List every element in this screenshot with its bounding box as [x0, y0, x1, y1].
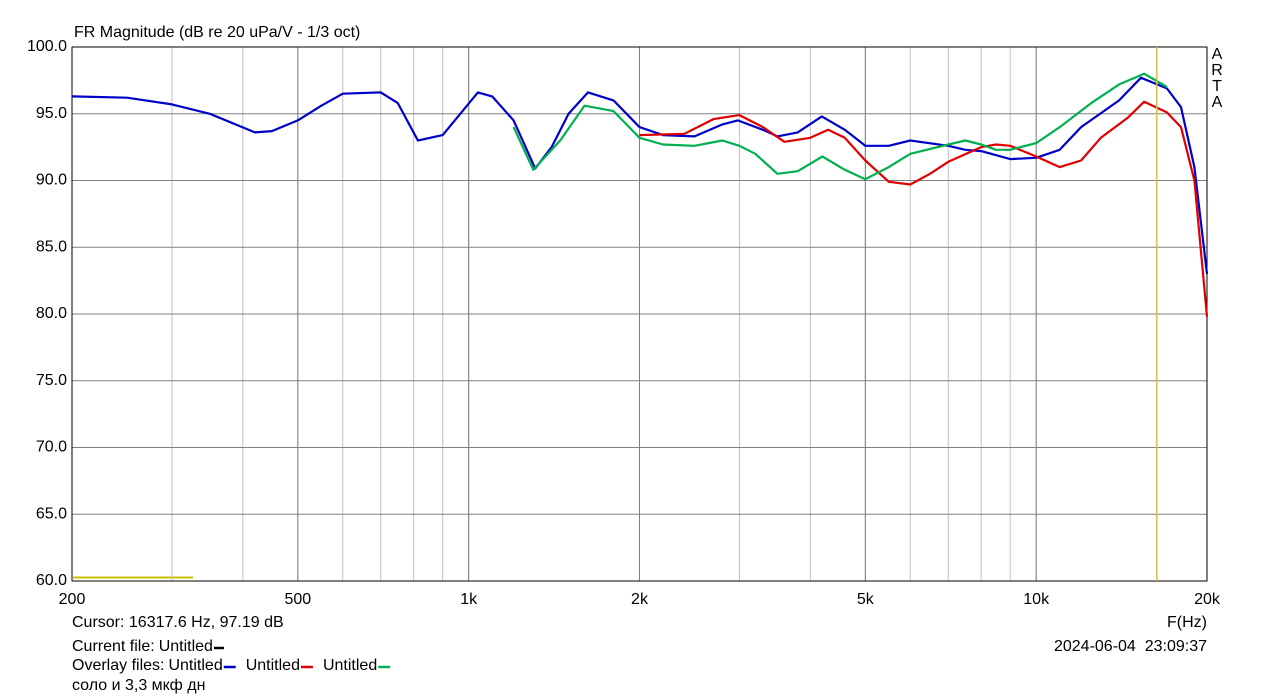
y-tick-label: 90.0: [36, 172, 67, 189]
x-tick-label: 5k: [857, 591, 875, 608]
y-tick-label: 80.0: [36, 305, 67, 322]
x-tick-label: 200: [59, 591, 86, 608]
x-tick-label: 10k: [1023, 591, 1050, 608]
legend-label: Untitled: [246, 657, 300, 674]
legend-label: Untitled: [168, 657, 222, 674]
note: соло и 3,3 мкф дн: [72, 677, 205, 694]
y-tick-label: 60.0: [36, 572, 67, 589]
timestamp: 2024-06-04 23:09:37: [1054, 638, 1207, 655]
x-axis-label: F(Hz): [1167, 614, 1207, 631]
y-tick-label: 75.0: [36, 372, 67, 389]
x-tick-label: 2k: [631, 591, 649, 608]
series-line: [71, 76, 1209, 275]
overlay-label: Overlay files:: [72, 657, 164, 674]
cursor-readout: Cursor: 16317.6 Hz, 97.19 dB: [72, 614, 284, 631]
legend-label: Untitled: [323, 657, 377, 674]
y-tick-label: 65.0: [36, 505, 67, 522]
x-tick-label: 500: [284, 591, 311, 608]
y-tick-label: 100.0: [27, 38, 67, 55]
series-line: [639, 100, 1209, 317]
current-file-label: Current file:: [72, 638, 155, 655]
y-tick-label: 95.0: [36, 105, 67, 122]
y-tick-label: 85.0: [36, 238, 67, 255]
current-file-name: Untitled: [159, 638, 213, 655]
chart-title: FR Magnitude (dB re 20 uPa/V - 1/3 oct): [74, 24, 360, 41]
y-tick-label: 70.0: [36, 439, 67, 456]
x-tick-label: 20k: [1194, 591, 1221, 608]
watermark: ARTA: [1211, 46, 1223, 111]
x-tick-label: 1k: [460, 591, 478, 608]
series-line: [512, 72, 1168, 181]
